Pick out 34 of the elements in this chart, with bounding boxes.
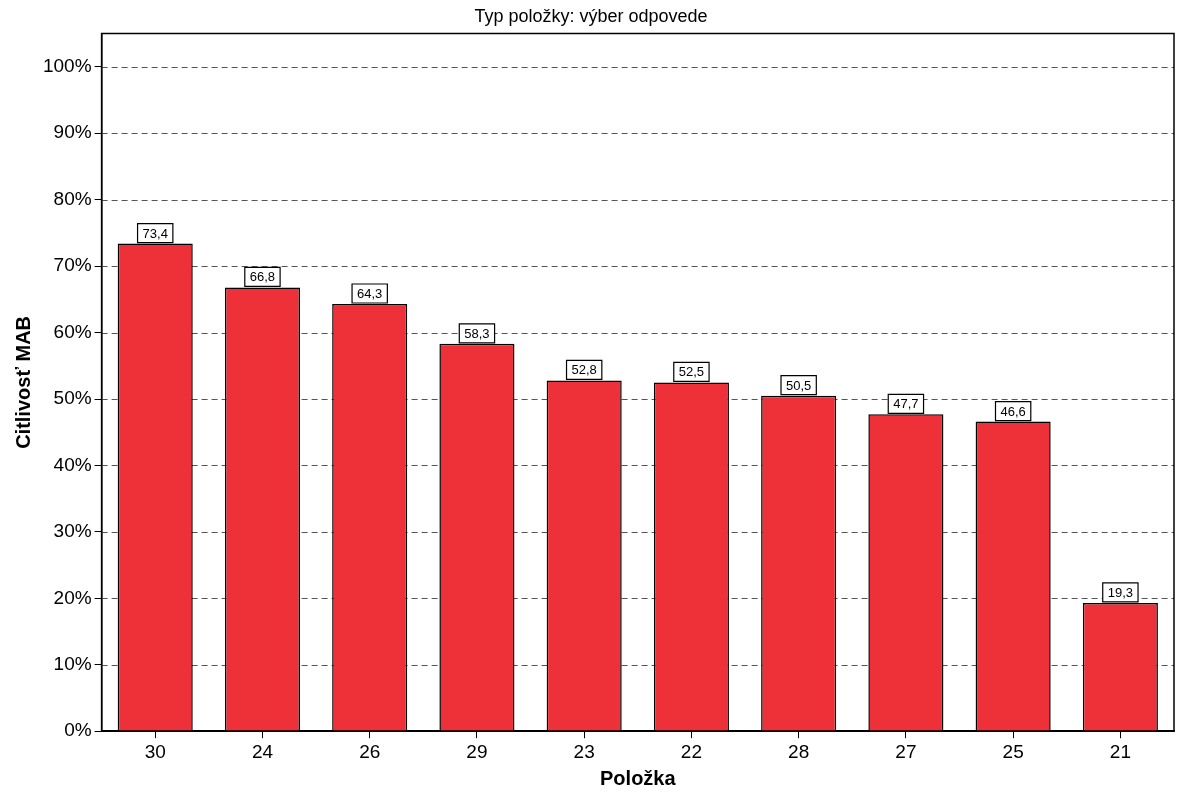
x-tick-label: 26 bbox=[359, 740, 381, 762]
x-tick-label: 25 bbox=[1002, 740, 1024, 762]
y-tick-label: 80% bbox=[53, 187, 92, 209]
x-tick-label: 22 bbox=[680, 740, 702, 762]
data-label: 46,6 bbox=[1000, 403, 1026, 419]
x-tick-label: 29 bbox=[466, 740, 488, 762]
y-tick-label: 40% bbox=[53, 453, 92, 475]
data-label: 19,3 bbox=[1107, 585, 1134, 601]
x-axis-title: Položka bbox=[600, 766, 677, 789]
x-tick-label: 30 bbox=[144, 740, 166, 762]
data-label: 66,8 bbox=[249, 269, 276, 285]
y-tick-label: 100% bbox=[42, 55, 92, 77]
y-tick-label: 20% bbox=[53, 586, 92, 608]
x-tick-label: 28 bbox=[788, 740, 810, 762]
y-tick-label: 60% bbox=[53, 320, 92, 342]
data-label: 52,5 bbox=[678, 364, 705, 380]
chart-title: Typ položky: výber odpovede bbox=[474, 5, 708, 26]
x-tick-label: 23 bbox=[573, 740, 595, 762]
data-label: 73,4 bbox=[142, 225, 168, 241]
y-tick-label: 90% bbox=[53, 121, 92, 143]
data-label: 52,8 bbox=[571, 362, 597, 378]
data-label: 58,3 bbox=[464, 325, 490, 341]
data-label: 50,5 bbox=[786, 377, 812, 393]
y-tick-label: 50% bbox=[53, 387, 92, 409]
x-tick-label: 24 bbox=[251, 740, 274, 762]
y-axis-title: Citlivosť MAB bbox=[11, 315, 34, 449]
x-tick-label: 21 bbox=[1109, 740, 1131, 762]
data-label: 64,3 bbox=[357, 286, 383, 302]
y-tick-label: 30% bbox=[53, 520, 92, 542]
x-tick-label: 27 bbox=[895, 740, 917, 762]
y-tick-label: 70% bbox=[53, 254, 92, 276]
data-label: 47,7 bbox=[893, 396, 919, 412]
y-tick-label: 0% bbox=[64, 719, 92, 741]
y-tick-label: 10% bbox=[53, 653, 92, 674]
